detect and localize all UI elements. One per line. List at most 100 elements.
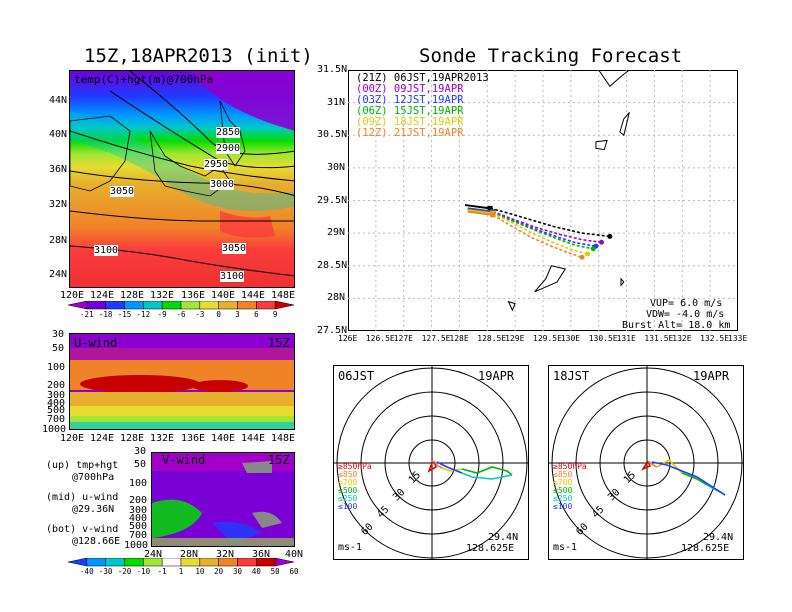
legend-entry: (09Z) 18JST,19APR xyxy=(356,116,464,128)
temp-colorbar-swatch xyxy=(143,301,163,310)
temp-colorbar-label: 3 xyxy=(235,310,240,319)
legend-entry: (21Z) 06JST,19APR2013 xyxy=(356,72,489,84)
wind-colorbar-label: -20 xyxy=(118,567,132,576)
track-lon-tick: 129E xyxy=(505,334,525,343)
track-lon-tick: 128.5E xyxy=(477,334,507,343)
vup-text: VUP= 6.0 m/s xyxy=(650,298,723,309)
temp-colorbar-swatch xyxy=(86,301,106,310)
temp-colorbar-swatch xyxy=(237,301,257,310)
temp-colorbar-swatch xyxy=(180,301,201,310)
kyushu-coast xyxy=(598,70,630,88)
temp-colorbar-label: 6 xyxy=(254,310,259,319)
u-wind-panel: U-wind 15Z xyxy=(69,333,295,430)
hodo-left-lon: 128.625E xyxy=(466,543,515,554)
p-tick: 200 xyxy=(129,495,148,506)
track-landing-point xyxy=(590,246,596,252)
contour-label: 2950 xyxy=(204,159,229,170)
p-tick: 700 xyxy=(129,530,148,541)
temp-colorbar-label: -15 xyxy=(118,310,132,319)
track-landing-point xyxy=(585,251,591,257)
v-wind-label: V-wind xyxy=(162,453,206,467)
tanegashima-island xyxy=(619,112,630,137)
track-lat-tick: 28N xyxy=(326,292,345,304)
wind-colorbar: -40 -30 -20 -10 -1 1 10 20 30 40 50 60 xyxy=(68,558,298,576)
lon-tick: 140E xyxy=(211,433,236,444)
hodo-trace xyxy=(647,460,658,468)
track-landing-point xyxy=(607,233,613,239)
note-bot: (bot) v-wind xyxy=(46,524,119,535)
yakushima-island xyxy=(595,139,608,151)
track-lon-tick: 132E xyxy=(672,334,692,343)
wind-colorbar-swatch xyxy=(143,558,163,567)
wind-colorbar-swatch xyxy=(86,558,106,567)
lon-tick: 144E xyxy=(241,433,266,444)
hodo-right-lat: 29.4N xyxy=(703,532,734,543)
hodo-left-levels: ≥850hPa ≤850 ≤700 ≤500 ≤250 ≤100 xyxy=(338,463,372,511)
u-wind-field xyxy=(70,334,294,429)
lat-tick: 40N xyxy=(49,129,68,140)
hodo-trace xyxy=(651,461,726,496)
lat-tick: 28N xyxy=(49,235,68,246)
hodograph-right: 15 30 45 60 18JST 19APR ms-1 29.4N 128.625E… xyxy=(548,365,744,560)
p-tick: 200 xyxy=(47,380,66,391)
track-lat-tick: 31N xyxy=(326,96,345,108)
track-landing-point xyxy=(579,254,585,260)
contour-label: 3100 xyxy=(220,271,245,282)
hodo-level-label: ≥850hPa xyxy=(553,462,587,471)
lon-tick: 124E xyxy=(90,290,115,301)
temp-colorbar-label: -3 xyxy=(195,310,204,319)
lat-tick: 32N xyxy=(216,549,235,560)
note-mid-level: @29.36N xyxy=(72,504,115,515)
wind-colorbar-swatch xyxy=(256,558,276,567)
track-lon-tick: 127.5E xyxy=(421,334,451,343)
temperature-map: temp(C)+hgt(m)@700hPa 2850 2900 2950 300… xyxy=(69,70,295,288)
hodo-trace xyxy=(441,467,463,472)
hodo-ring-label: 60 xyxy=(574,521,590,537)
lon-tick: 120E xyxy=(60,290,85,301)
track-lat-tick: 29N xyxy=(326,227,345,239)
p-tick: 50 xyxy=(134,459,147,470)
contour-label: 3050 xyxy=(110,186,135,197)
hodo-trace xyxy=(433,460,443,469)
lon-tick: 128E xyxy=(120,290,145,301)
hodo-left-lat: 29.4N xyxy=(488,532,519,543)
lon-tick: 148E xyxy=(271,290,296,301)
hodo-level-label: ≤100 xyxy=(553,502,573,511)
hodo-right-unit: ms-1 xyxy=(553,542,578,553)
lon-tick: 140E xyxy=(211,290,236,301)
temp-colorbar-label: -6 xyxy=(176,310,186,319)
temperature-colorbar: -21 -18 -15 -12 -9 -6 -3 0 3 6 9 xyxy=(68,301,295,319)
lat-tick: 44N xyxy=(49,95,68,106)
small-island xyxy=(507,300,516,312)
track-lat-tick: 27.5N xyxy=(317,325,348,336)
v-wind-field xyxy=(152,453,294,546)
wind-colorbar-label: -10 xyxy=(137,567,151,576)
contour-label: 3000 xyxy=(210,179,235,190)
lon-tick: 136E xyxy=(181,290,206,301)
hodograph-left: 15 30 45 60 06JST 19APR ms-1 29.4N 128.625E… xyxy=(333,365,529,560)
track-burst-point xyxy=(487,205,493,211)
p-tick: 100 xyxy=(47,362,66,373)
lat-tick: 28N xyxy=(180,549,199,560)
p-tick: 30 xyxy=(134,446,147,457)
hodo-trace xyxy=(681,472,708,486)
hodo-right-date: 19APR xyxy=(693,369,730,383)
burst-alt-text: Burst Alt= 18.0 km xyxy=(622,320,731,331)
wind-colorbar-label: 60 xyxy=(289,567,298,576)
hodo-left-date: 19APR xyxy=(478,369,515,383)
left-title: 15Z,18APR2013 (init) xyxy=(84,45,313,67)
hodo-left-time: 06JST xyxy=(338,369,375,383)
hodo-ring-label: 45 xyxy=(375,504,391,520)
p-tick: 300 xyxy=(129,505,148,516)
note-up: (up) tmp+hgt xyxy=(46,460,119,471)
lat-tick: 40N xyxy=(285,549,304,560)
p-tick: 30 xyxy=(52,329,65,340)
hodo-level-label: ≤250 xyxy=(338,494,358,503)
legend-entry: (06Z) 15JST,19APR xyxy=(356,105,464,117)
p-tick: 100 xyxy=(129,478,148,489)
lat-tick: 24N xyxy=(144,549,163,560)
lon-tick: 128E xyxy=(120,433,145,444)
temp-colorbar-swatch xyxy=(199,301,219,310)
hodo-level-label: ≤850 xyxy=(553,470,573,479)
